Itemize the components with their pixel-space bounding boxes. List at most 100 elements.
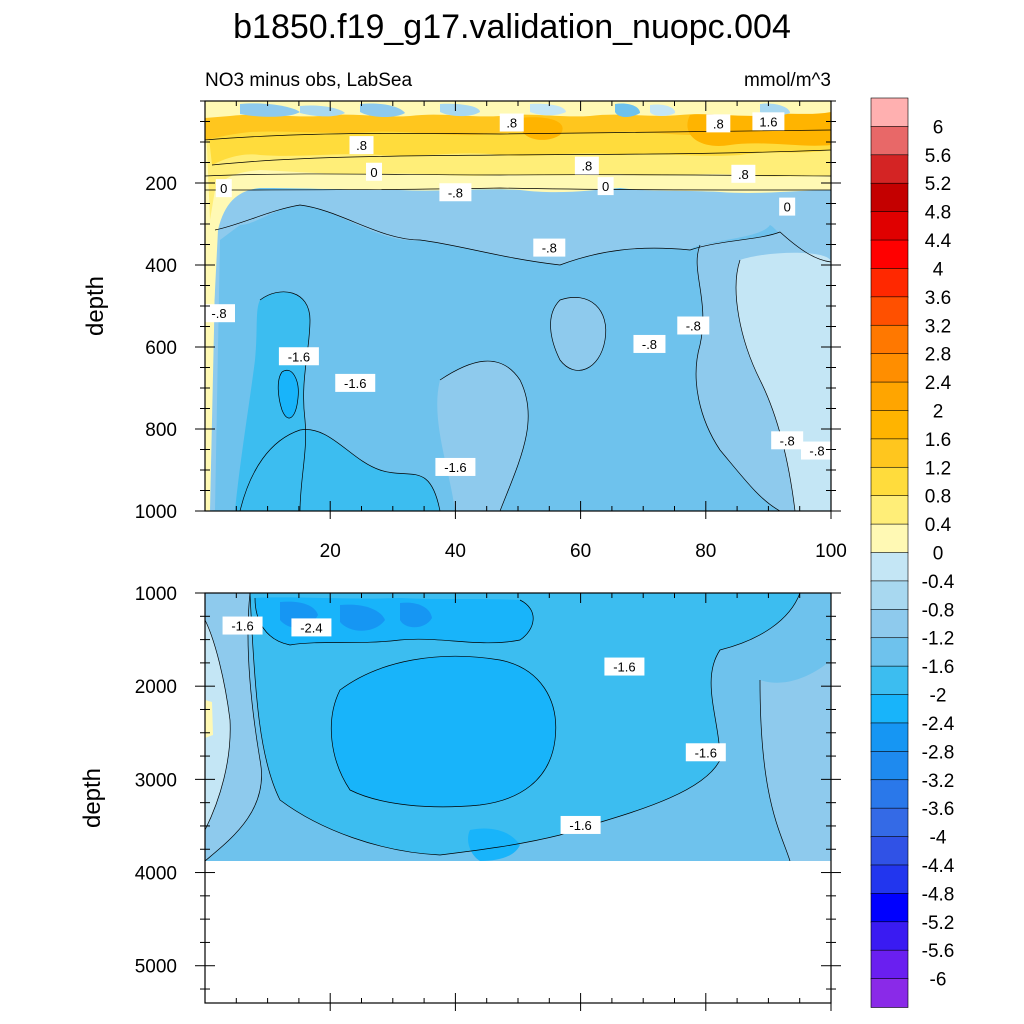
contour-label: -1.6 [560,815,601,834]
colorbar-swatch [870,126,909,156]
contour-label-text: .8 [581,159,592,174]
contour-label-text: 0 [784,200,791,215]
colorbar-swatch [870,381,909,412]
colorbar-swatch [870,722,909,753]
y-tick-label: 1000 [135,584,177,605]
colorbar-label: 2.4 [925,373,952,394]
contour-label: -.8 [439,183,472,202]
units-label: mmol/m^3 [744,70,831,91]
colorbar-swatch [870,239,909,270]
contour-label: -.8 [533,238,566,257]
colorbar-swatch [870,97,909,128]
colorbar-label: -4 [930,828,947,849]
colorbar-label: 0.4 [925,515,952,536]
colorbar-label: 4 [933,259,944,280]
colorbar-swatch [870,637,909,667]
contour-label: -.8 [771,431,804,450]
top-contour-labels: .8.8 1.6.8.800-.8 0.80-.8-.8-1.6-1.6-.8-.8… [203,112,833,476]
top-panel: .8.8 1.6.8.800-.8 0.80-.8-.8-1.6-1.6-.8-.8… [82,100,847,562]
contour-label-text: 0 [370,165,377,180]
colorbar-label: -1.2 [922,629,955,650]
colorbar-label: -5.6 [922,941,955,962]
colorbar-label: -4.4 [922,856,955,877]
y-tick-label: 5000 [135,957,177,978]
colorbar-swatch [870,324,909,355]
contour-label: .8 [731,164,756,183]
colorbar-label: -2 [930,686,947,707]
colorbar-swatch [870,268,909,298]
colorbar-swatch [870,893,909,923]
colorbar-label: 3.6 [925,288,951,309]
top-y-axis-label: depth [82,276,109,336]
contour-label-text: -1.6 [569,818,591,833]
contour-label-text: 1.6 [759,114,777,129]
colorbar-swatch [870,921,909,951]
colorbar-label: -4.8 [922,884,955,905]
colorbar-label: 2.8 [925,345,951,366]
contour-label-text: -1.6 [444,460,466,475]
colorbar-swatch [870,296,909,327]
contour-label: .8 [499,113,524,132]
contour-label: 0 [779,197,796,216]
contour-label-text: -.8 [809,444,824,459]
bottom-y-axis: 1000 2000 3000 4000 5000 [135,584,841,990]
colorbar-swatch [870,495,909,525]
x-tick-label: 20 [320,541,341,562]
contour-label: -1.6 [435,457,476,476]
contour-label: .8 [574,156,599,175]
y-tick-label: 2000 [135,677,177,698]
colorbar-label: 0 [933,544,944,565]
contour-label: 0 [366,162,383,181]
bottom-contour-lines [205,593,801,861]
colorbar-swatch [870,665,909,696]
colorbar: 6 5.6 5.2 4.8 4.4 4 3.6 3.2 2.8 2.4 2 1.6 1.2 0.8 0.4 0… [870,97,955,1008]
colorbar-label: 2 [933,401,944,422]
contour-label: -1.6 [685,743,726,762]
contour-label-text: -.8 [448,185,463,200]
bottom-contour-fill [205,593,831,861]
contour-label: -1.6 [335,373,376,392]
colorbar-label: 5.6 [925,146,951,167]
contour-label-text: 0 [220,181,227,196]
bottom-y-axis-label: depth [79,768,106,828]
top-x-axis: 20 40 60 80 100 [235,101,847,562]
y-tick-label: 4000 [135,864,177,885]
colorbar-swatch [870,751,909,781]
colorbar-swatch [870,580,909,611]
y-tick-label: 200 [145,174,177,195]
colorbar-label: 1.2 [925,458,951,479]
colorbar-label: 1.6 [925,430,951,451]
contour-label-text: -1.6 [344,376,366,391]
top-contour-lines [205,129,831,511]
colorbar-swatch [870,410,909,440]
colorbar-swatch [870,609,909,639]
contour-label-text: 0 [602,179,609,194]
bottom-contour-labels: -1.6 -2.4 -1.6 -1.6 -1.6 [222,616,726,834]
contour-label-text: -.8 [542,241,557,256]
colorbar-swatch [870,353,909,383]
y-tick-label: 1000 [135,502,177,523]
colorbar-label: 4.8 [925,203,951,224]
contour-label-text: -1.6 [288,349,310,364]
y-tick-label: 800 [145,420,177,441]
colorbar-swatch [870,779,909,809]
colorbar-label: -2.8 [922,742,955,763]
contour-label: -.8 [203,304,235,323]
contour-label-text: -.8 [780,433,795,448]
colorbar-swatch [870,978,909,1008]
contour-label: -1.6 [278,347,319,366]
colorbar-swatch [870,466,909,497]
contour-label: 0 [597,177,614,196]
colorbar-swatch [870,864,909,895]
contour-label: -1.6 [604,657,645,676]
colorbar-label: -1.6 [922,657,955,678]
colorbar-swatch [870,694,909,724]
contour-label: .8 [349,136,374,155]
colorbar-swatch [870,438,909,469]
x-tick-label: 100 [815,541,847,562]
contour-label-text: .8 [356,138,367,153]
contour-label: -.8 [677,316,710,335]
panel-subtitle: NO3 minus obs, LabSea [205,70,412,91]
colorbar-label: -3.2 [922,771,955,792]
